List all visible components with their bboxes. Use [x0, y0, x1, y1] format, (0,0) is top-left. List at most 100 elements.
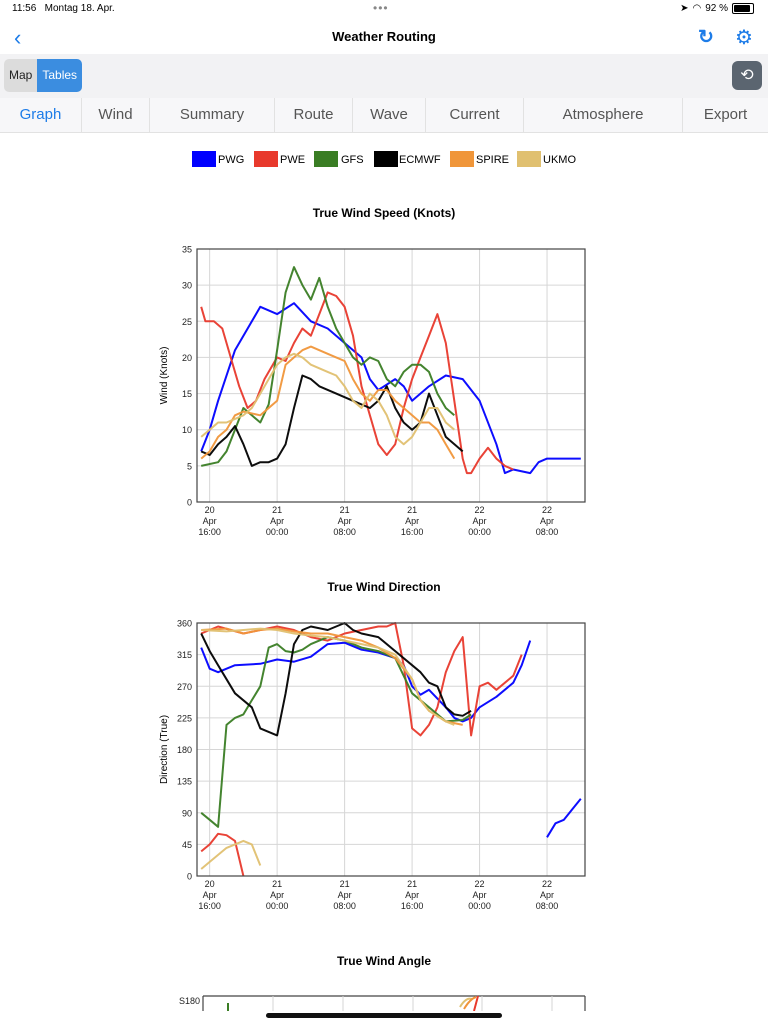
- x-tick-label: 21: [272, 505, 282, 515]
- chevron-left-icon[interactable]: ‹: [14, 25, 22, 50]
- x-tick-label: Apr: [338, 890, 352, 900]
- segment-map[interactable]: Map: [4, 59, 38, 92]
- y-tick-label: 270: [177, 682, 192, 692]
- x-tick-label: 00:00: [266, 527, 289, 537]
- x-tick-label: 08:00: [333, 527, 356, 537]
- x-tick-label: 16:00: [198, 901, 221, 911]
- y-tick-label: S180: [179, 996, 200, 1006]
- x-tick-label: 22: [475, 505, 485, 515]
- legend-swatch-ecmwf: [374, 151, 398, 167]
- series-line-spire: [463, 996, 477, 1010]
- gear-icon[interactable]: ⚙: [735, 27, 753, 49]
- y-tick-label: 0: [187, 498, 192, 508]
- legend-label-pwg: PWG: [218, 154, 244, 166]
- true-wind-angle-chart: True Wind Angle S180: [179, 954, 586, 1011]
- location-icon: ➤: [680, 3, 689, 14]
- y-tick-label: 5: [187, 461, 192, 471]
- y-tick-label: 225: [177, 713, 192, 723]
- tab-graph[interactable]: Graph: [0, 98, 82, 132]
- x-tick-label: 20: [205, 505, 215, 515]
- x-tick-label: 16:00: [198, 527, 221, 537]
- tab-bar: Graph Wind Summary Route Wave Current At…: [0, 98, 768, 133]
- y-tick-label: 0: [187, 872, 192, 882]
- view-segment: Map Tables: [4, 59, 83, 92]
- nav-bar: ‹ Weather Routing ↻ ⚙: [0, 20, 768, 54]
- x-tick-label: 21: [340, 879, 350, 889]
- chart-title: True Wind Speed (Knots): [313, 206, 456, 220]
- refresh-icon[interactable]: ↻: [698, 27, 714, 48]
- legend-label-pwe: PWE: [280, 154, 305, 166]
- x-tick-label: Apr: [203, 516, 217, 526]
- tab-wind[interactable]: Wind: [82, 98, 150, 132]
- y-tick-label: 35: [182, 245, 192, 255]
- status-time: 11:56 Montag 18. Apr.: [12, 3, 115, 14]
- x-tick-label: 21: [340, 505, 350, 515]
- x-tick-label: 16:00: [401, 527, 424, 537]
- legend-swatch-spire: [450, 151, 474, 167]
- legend-label-gfs: GFS: [341, 154, 364, 166]
- y-tick-label: 10: [182, 425, 192, 435]
- x-tick-label: 21: [272, 879, 282, 889]
- y-tick-label: 30: [182, 281, 192, 291]
- x-tick-label: 21: [407, 879, 417, 889]
- tab-summary[interactable]: Summary: [150, 98, 275, 132]
- tab-current[interactable]: Current: [426, 98, 524, 132]
- legend-label-spire: SPIRE: [476, 154, 509, 166]
- y-tick-label: 180: [177, 745, 192, 755]
- legend-swatch-gfs: [314, 151, 338, 167]
- x-tick-label: Apr: [405, 516, 419, 526]
- x-tick-label: Apr: [473, 516, 487, 526]
- true-wind-direction-chart: True Wind Direction 0 45 90 135 180 225 270 315 3…: [159, 580, 586, 911]
- x-tick-label: 00:00: [468, 901, 491, 911]
- chart-title: True Wind Angle: [337, 954, 431, 968]
- multitasking-dots[interactable]: •••: [373, 1, 389, 15]
- segment-tables[interactable]: Tables: [37, 59, 83, 92]
- series-line-ukmo: [200, 352, 455, 446]
- series-line-pwe: [200, 622, 523, 737]
- series-line-ecmwf: [200, 622, 472, 737]
- x-tick-label: 08:00: [536, 901, 559, 911]
- x-tick-label: Apr: [473, 890, 487, 900]
- y-tick-label: 90: [182, 808, 192, 818]
- x-tick-label: 22: [542, 505, 552, 515]
- series-line-ukmo: [200, 839, 262, 870]
- tab-export[interactable]: Export: [703, 106, 748, 123]
- chart-legend: PWG PWE GFS ECMWF SPIRE UKMO: [192, 151, 576, 167]
- y-tick-label: 45: [182, 840, 192, 850]
- series-line-ecmwf: [200, 374, 464, 467]
- plot-frame: [196, 622, 586, 877]
- battery-icon: [732, 3, 754, 14]
- history-icon[interactable]: ⟲: [732, 61, 762, 90]
- series-line-ukmo: [201, 627, 455, 726]
- x-tick-label: Apr: [270, 516, 284, 526]
- series-line-pwg: [200, 302, 581, 475]
- series-line-spire: [200, 345, 456, 460]
- x-tick-label: 00:00: [266, 901, 289, 911]
- y-tick-label: 15: [182, 389, 192, 399]
- series-line-gfs: [200, 636, 472, 828]
- tab-route[interactable]: Route: [275, 98, 353, 132]
- x-tick-label: 16:00: [401, 901, 424, 911]
- home-indicator[interactable]: [266, 1013, 502, 1018]
- legend-label-ukmo: UKMO: [543, 154, 576, 166]
- tab-wave[interactable]: Wave: [353, 98, 426, 132]
- legend-swatch-pwe: [254, 151, 278, 167]
- battery-percent: 92 %: [705, 3, 728, 14]
- toolbar: Map Tables ⟲: [0, 54, 768, 98]
- series-line-pwg: [546, 798, 582, 838]
- legend-swatch-pwg: [192, 151, 216, 167]
- y-tick-label: 20: [182, 353, 192, 363]
- x-tick-label: Apr: [203, 890, 217, 900]
- y-axis-label: Direction (True): [159, 715, 170, 784]
- y-tick-label: 135: [177, 777, 192, 787]
- wifi-icon: ◠: [692, 3, 702, 14]
- tab-atmosphere[interactable]: Atmosphere: [524, 98, 683, 132]
- x-tick-label: Apr: [338, 516, 352, 526]
- series-line-pwe: [200, 832, 245, 877]
- x-tick-label: 22: [475, 879, 485, 889]
- x-tick-label: 22: [542, 879, 552, 889]
- x-tick-label: 21: [407, 505, 417, 515]
- y-tick-label: 360: [177, 619, 192, 629]
- x-tick-label: Apr: [540, 516, 554, 526]
- x-tick-label: 08:00: [536, 527, 559, 537]
